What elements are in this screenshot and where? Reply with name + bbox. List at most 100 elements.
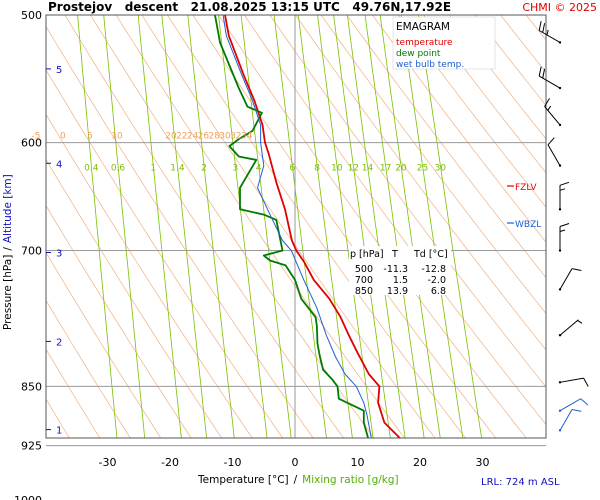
- legend-item-wet-bulb: wet bulb temp.: [396, 60, 464, 70]
- altitude-tick-label: 3: [56, 249, 62, 260]
- mixing-ratio-line: [333, 15, 391, 438]
- temperature-tick-label: 0: [292, 456, 299, 469]
- mixing-ratio-label: 10: [331, 164, 343, 174]
- chart-title: Prostejov descent 21.08.2025 13:15 UTC 4…: [48, 0, 451, 14]
- theta-label: 20: [165, 132, 177, 142]
- sounding-profiles: [214, 15, 402, 438]
- dry-adiabat-line: [46, 348, 101, 438]
- table-cell: 700: [355, 275, 373, 286]
- legend-item-temperature: temperature: [396, 38, 453, 48]
- theta-label: 30: [219, 132, 231, 142]
- wind-barb: [558, 319, 583, 337]
- table-cell: 850: [355, 286, 373, 297]
- dry-adiabat-line: [90, 15, 375, 438]
- wind-barb: [538, 21, 562, 44]
- dry-adiabat-line: [46, 398, 70, 438]
- dry-adiabat-line: [346, 15, 546, 279]
- wbzl-label: WBZL: [515, 220, 541, 230]
- mixing-ratio-label: 14: [362, 164, 374, 174]
- mixing-ratio-line: [297, 15, 353, 438]
- dry-adiabat-line: [167, 15, 466, 438]
- table-header-td: Td [°C]: [413, 249, 448, 260]
- mixing-ratio-line: [273, 15, 327, 438]
- mixing-ratio-label: 20: [395, 164, 407, 174]
- pressure-tick-labels: 500 600 700 850 925 1000: [14, 9, 42, 500]
- dry-adiabat-line: [46, 299, 131, 438]
- dry-adiabat-line: [46, 158, 223, 438]
- table-header-t: T: [391, 249, 398, 260]
- wind-barb: [558, 398, 589, 412]
- dry-adiabat-line: [525, 15, 546, 41]
- wind-barb: [544, 98, 562, 127]
- mixing-ratio-line: [379, 15, 441, 438]
- pressure-tick-label: 1000: [14, 494, 42, 500]
- dry-adiabat-line: [46, 113, 253, 438]
- wind-barb: [558, 268, 582, 291]
- wind-barb: [547, 137, 562, 167]
- dry-adiabat-line: [64, 15, 344, 438]
- mixing-ratio-label: 8: [314, 164, 320, 174]
- values-table: p [hPa] T Td [°C] 500 -11.3 -12.8 700 1.…: [349, 246, 451, 297]
- temperature-tick-labels: -30 -20 -10 0 10 20 30: [99, 456, 490, 469]
- theta-label: 26: [198, 132, 210, 142]
- dry-adiabat-line: [46, 69, 284, 438]
- table-cell: -2.0: [427, 275, 446, 286]
- mixing-ratio-line: [187, 15, 235, 438]
- pressure-tick-label: 500: [21, 9, 42, 22]
- table-cell: -11.3: [383, 264, 408, 275]
- altitude-tick-labels: 5 4 3 2 1: [46, 65, 62, 437]
- temperature-tick-label: -10: [224, 456, 242, 469]
- dry-adiabat-line: [295, 15, 546, 351]
- theta-label: 34: [241, 132, 253, 142]
- legend-item-dew-point: dew point: [396, 49, 441, 59]
- isobar-lines: [46, 142, 546, 447]
- mixing-ratio-line: [137, 15, 182, 438]
- profile-dew-point: [214, 15, 369, 438]
- temperature-tick-label: 10: [351, 456, 365, 469]
- pressure-tick-label: 600: [21, 137, 42, 150]
- profile-temperature: [224, 15, 402, 438]
- altitude-tick-label: 4: [56, 159, 62, 170]
- table-cell: 500: [355, 264, 373, 275]
- dry-adiabat-line: [244, 15, 546, 426]
- mixing-ratio-line: [400, 15, 464, 438]
- mixing-ratio-label: 2: [201, 164, 207, 174]
- theta-label: 5: [87, 132, 93, 142]
- dry-adiabat-line: [423, 15, 546, 174]
- theta-label: 32: [230, 132, 241, 142]
- mixing-ratio-label: 3: [233, 164, 239, 174]
- lrl-label: LRL: 724 m ASL: [481, 477, 560, 488]
- wind-barb: [558, 409, 582, 432]
- x-axis-label: Temperature [°C] / Mixing ratio [g/kg]: [197, 474, 399, 486]
- credit-label: CHMI © 2025: [522, 1, 597, 14]
- mixing-ratio-label: 17: [380, 164, 391, 174]
- table-cell: 1.5: [393, 275, 408, 286]
- mixing-ratio-line: [103, 15, 146, 438]
- mixing-ratio-line: [77, 15, 118, 438]
- altitude-tick-label: 5: [56, 65, 62, 76]
- mixing-ratio-line: [364, 15, 425, 438]
- plot-frame: [45, 14, 547, 439]
- theta-labels: -5 0 5 10 20 22 24 26 28 30 32 34: [31, 132, 252, 142]
- altitude-tick-label: 1: [56, 426, 62, 437]
- mixing-ratio-lines: [77, 15, 483, 438]
- mixing-ratio-label: 12: [348, 164, 359, 174]
- fzlv-marker: FZLV: [507, 183, 537, 193]
- dry-adiabat-line: [218, 15, 527, 438]
- mixing-ratio-labels: 0.4 0.6 1 1.4 2 3 4 6 8 10 12 14 17 20 25 30: [84, 164, 446, 174]
- wind-barb: [538, 66, 562, 90]
- temperature-tick-label: -20: [161, 456, 179, 469]
- pressure-tick-label: 700: [21, 245, 42, 258]
- wind-barb: [558, 181, 570, 211]
- pressure-tick-label: 850: [21, 380, 42, 393]
- mixing-ratio-line: [161, 15, 208, 438]
- mixing-ratio-label: 30: [435, 164, 447, 174]
- pressure-tick-label: 925: [21, 440, 42, 453]
- theta-label: 22: [176, 132, 187, 142]
- mixing-ratio-label: 0.4: [84, 164, 99, 174]
- table-cell: 13.9: [387, 286, 408, 297]
- dry-adiabat-line: [141, 15, 436, 438]
- mixing-ratio-line: [240, 15, 292, 438]
- dry-adiabat-line: [397, 15, 546, 208]
- wind-barb: [558, 223, 570, 252]
